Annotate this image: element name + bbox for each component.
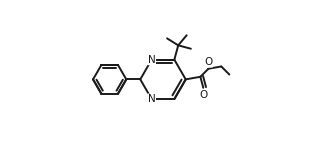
Text: N: N: [148, 55, 156, 65]
Text: N: N: [148, 94, 156, 104]
Text: O: O: [204, 57, 213, 67]
Text: O: O: [199, 90, 207, 100]
